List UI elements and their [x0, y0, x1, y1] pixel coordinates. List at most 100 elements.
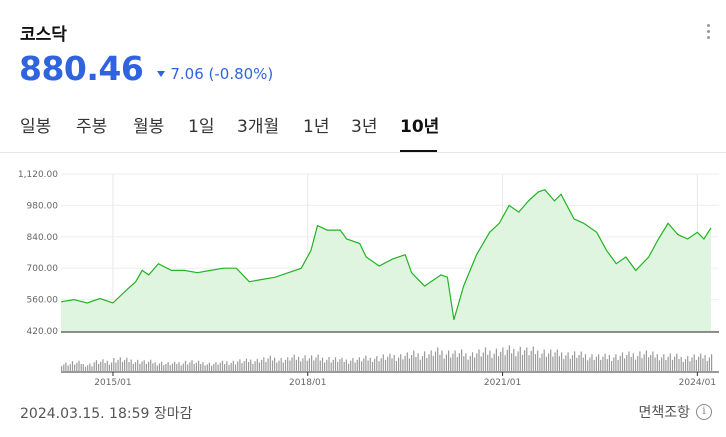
volume-bar	[641, 358, 643, 372]
volume-bar	[395, 360, 397, 372]
volume-bar	[563, 359, 565, 372]
volume-bar	[502, 347, 504, 372]
volume-bar	[504, 355, 506, 372]
tab-3months[interactable]: 3개월	[237, 117, 280, 137]
volume-bar	[148, 361, 150, 372]
volume-bar	[393, 355, 395, 372]
y-tick-label: 1,120.00	[18, 170, 58, 180]
volume-bar	[215, 362, 217, 372]
volume-bar	[489, 350, 491, 372]
volume-bar	[428, 354, 430, 372]
current-price: 880.46	[19, 49, 144, 88]
volume-bar	[248, 362, 250, 372]
volume-bar	[315, 357, 317, 372]
volume-bar	[358, 357, 360, 372]
volume-bar	[98, 363, 100, 372]
volume-bar	[598, 354, 600, 372]
tab-1day[interactable]: 1일	[188, 117, 215, 137]
volume-bar	[276, 362, 278, 372]
volume-bar	[67, 365, 69, 372]
volume-bar	[593, 360, 595, 372]
disclaimer-link[interactable]: 면책조항 i	[638, 402, 712, 422]
volume-bar	[467, 359, 469, 372]
volume-bar	[202, 362, 204, 372]
x-tick-label: 2015/01	[94, 378, 131, 385]
volume-bar	[706, 360, 708, 372]
volume-bar	[182, 363, 184, 372]
volume-bar	[302, 358, 304, 372]
tab-daily[interactable]: 일봉	[20, 117, 52, 137]
tab-divider	[0, 152, 726, 153]
volume-bar	[141, 361, 143, 372]
volume-bar	[306, 360, 308, 372]
volume-bar	[206, 364, 208, 372]
y-tick-label: 700.00	[27, 264, 59, 274]
volume-bar	[684, 359, 687, 372]
volume-bar	[376, 356, 378, 372]
volume-bar	[300, 361, 302, 372]
volume-bars	[61, 345, 719, 373]
volume-bar	[328, 357, 330, 372]
volume-bar	[465, 353, 467, 372]
volume-bar	[500, 351, 502, 372]
volume-bar	[543, 349, 545, 372]
tab-1year[interactable]: 1년	[303, 117, 330, 137]
volume-bar	[224, 364, 226, 372]
volume-bar	[93, 362, 95, 372]
volume-bar	[211, 365, 213, 372]
volume-bar	[243, 361, 245, 372]
more-options-icon[interactable]	[700, 24, 716, 44]
volume-bar	[345, 359, 347, 372]
volume-bar	[374, 359, 376, 372]
tab-monthly[interactable]: 월봉	[133, 117, 165, 137]
volume-bar	[513, 348, 515, 372]
volume-bar	[217, 364, 219, 372]
volume-bar	[84, 366, 87, 372]
volume-bar	[291, 357, 293, 372]
volume-bar	[406, 352, 408, 372]
volume-bar	[448, 350, 450, 372]
volume-bar	[508, 345, 510, 372]
volume-bar	[691, 357, 693, 372]
volume-bar	[600, 359, 602, 372]
y-tick-label: 420.00	[27, 327, 59, 337]
tab-10years[interactable]: 10년	[400, 112, 439, 152]
volume-bar	[389, 353, 391, 372]
volume-bar	[311, 355, 313, 372]
volume-bar	[71, 361, 74, 372]
volume-bar	[652, 351, 654, 372]
volume-bar	[569, 358, 571, 372]
volume-bar	[63, 364, 65, 372]
volume-bar	[545, 356, 547, 372]
volume-bar	[195, 362, 197, 372]
tab-weekly[interactable]: 주봉	[76, 117, 108, 137]
x-tick-label: 2018/01	[289, 378, 326, 385]
info-icon[interactable]: i	[696, 404, 712, 420]
price-change: 7.06 (-0.80%)	[157, 65, 273, 83]
volume-bar	[174, 361, 176, 372]
volume-bar	[687, 356, 689, 372]
volume-bar	[498, 356, 500, 372]
volume-bar	[250, 359, 252, 372]
volume-bar	[578, 355, 580, 372]
volume-bar	[208, 362, 210, 372]
volume-bar	[348, 363, 350, 372]
tab-3years[interactable]: 3년	[351, 117, 378, 137]
volume-bar	[532, 346, 534, 372]
volume-bar	[313, 360, 315, 372]
price-change-value: 7.06 (-0.80%)	[170, 65, 274, 83]
price-chart[interactable]: 1,120.00 980.00 840.00 700.00 560.00 420.00 2…	[0, 160, 726, 385]
volume-bar	[548, 353, 550, 372]
volume-bar	[95, 360, 97, 372]
volume-bar	[676, 353, 678, 372]
volume-bar	[113, 358, 115, 372]
volume-bar	[541, 353, 543, 372]
y-tick-label: 560.00	[27, 296, 59, 306]
volume-bar	[413, 350, 415, 372]
volume-bar	[398, 357, 400, 372]
volume-bar	[595, 356, 597, 372]
volume-bar	[298, 356, 300, 372]
volume-bar	[111, 362, 113, 372]
volume-bar	[437, 347, 439, 372]
volume-bar	[193, 363, 195, 372]
